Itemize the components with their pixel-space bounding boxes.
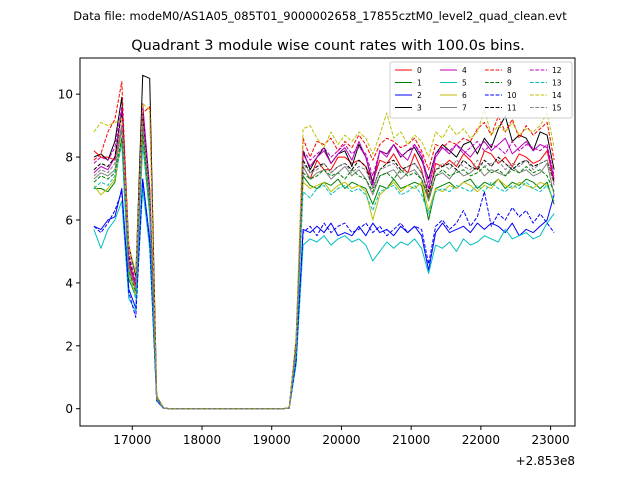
series-line-module-8	[93, 81, 555, 410]
y-tick-label: 4	[65, 276, 73, 290]
series-layer	[93, 74, 555, 410]
x-tick-label: 19000	[253, 433, 291, 447]
legend-label-1: 1	[417, 79, 422, 88]
series-line-module-12	[93, 106, 555, 410]
x-offset-label: +2.853e8	[516, 454, 575, 468]
series-line-module-5	[93, 188, 555, 410]
x-tick-label: 23000	[532, 433, 570, 447]
legend-label-3: 3	[417, 104, 422, 113]
chart-title: Quadrant 3 module wise count rates with …	[131, 38, 525, 54]
series-line-module-9	[93, 131, 555, 410]
legend-label-4: 4	[462, 66, 467, 75]
legend-label-13: 13	[552, 79, 562, 88]
series-line-module-10	[93, 178, 555, 410]
x-tick-label: 21000	[392, 433, 430, 447]
legend-label-12: 12	[552, 66, 562, 75]
legend-label-5: 5	[462, 79, 467, 88]
x-tick-label: 18000	[183, 433, 221, 447]
legend-label-15: 15	[552, 104, 562, 113]
x-axis-ticks: 17000 18000 19000 20000 21000 22000 23000	[113, 426, 570, 447]
legend-label-7: 7	[462, 104, 467, 113]
series-line-module-7	[93, 125, 555, 410]
x-tick-label: 20000	[322, 433, 360, 447]
legend-label-9: 9	[507, 79, 512, 88]
y-axis-ticks: 0 2 4 6 8 10	[58, 88, 80, 416]
series-line-module-14	[93, 103, 555, 410]
series-line-module-11	[93, 112, 555, 410]
series-line-module-2	[93, 178, 555, 410]
legend-label-8: 8	[507, 66, 512, 75]
y-tick-label: 0	[65, 402, 73, 416]
legend-label-6: 6	[462, 91, 467, 100]
figure-suptitle: Data file: modeM0/AS1A05_085T01_90000026…	[73, 9, 567, 23]
series-line-module-3	[93, 74, 555, 410]
x-tick-label: 22000	[462, 433, 500, 447]
legend-label-2: 2	[417, 91, 422, 100]
legend-box	[389, 61, 573, 119]
legend-label-14: 14	[552, 91, 562, 100]
series-line-module-6	[93, 137, 555, 410]
series-line-module-15	[93, 122, 555, 410]
legend-label-10: 10	[507, 91, 517, 100]
series-line-module-13	[93, 144, 555, 410]
x-tick-label: 17000	[113, 433, 151, 447]
y-tick-label: 8	[65, 151, 73, 165]
y-tick-label: 6	[65, 213, 73, 227]
y-tick-label: 2	[65, 339, 73, 353]
legend-label-0: 0	[417, 66, 422, 75]
series-line-module-1	[93, 137, 555, 410]
legend-label-11: 11	[507, 104, 517, 113]
series-line-module-4	[93, 103, 555, 410]
axes-frame	[79, 57, 576, 427]
series-line-module-0	[93, 118, 555, 410]
y-tick-label: 10	[58, 88, 73, 102]
